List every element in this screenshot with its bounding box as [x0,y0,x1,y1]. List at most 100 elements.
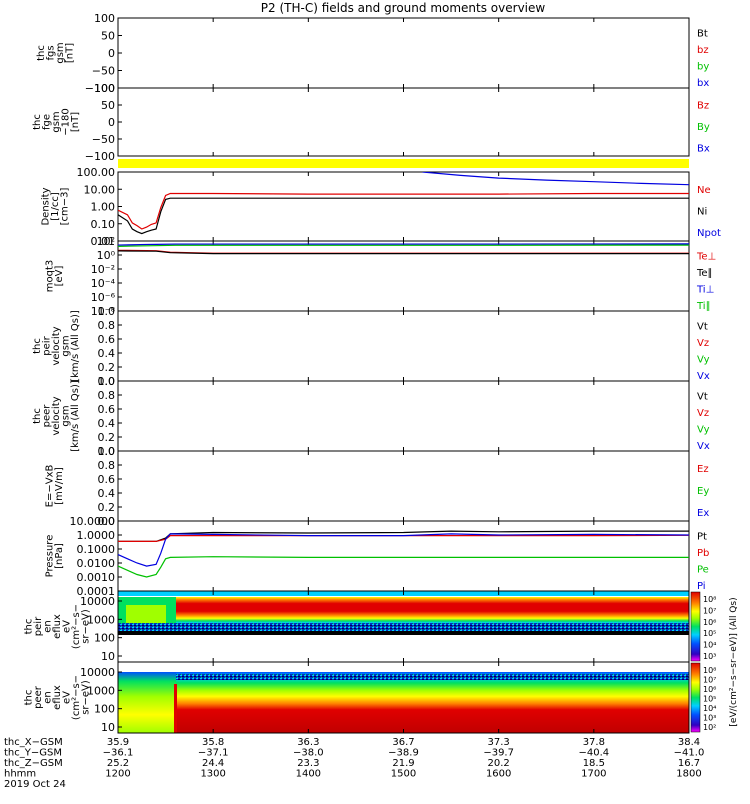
legend-Pb: Pb [697,548,709,559]
y-tick-label: −50 [92,65,115,78]
x-row-value: 23.3 [297,758,319,769]
x-row-value: 1700 [581,769,606,780]
series-Pe [118,556,689,578]
y-axis-title: peer [33,685,44,709]
legend-Bz: Bz [697,101,709,112]
legend-Ne: Ne [697,185,711,196]
y-axis-title: [km/s (All Qs)] [70,310,81,382]
y-axis-title: velocity [51,396,62,435]
x-row-value: −40.4 [579,748,610,759]
y-tick-label: 0.10 [91,218,116,231]
spectrogram-floor [118,631,689,635]
panel-peir_eflux: 10000 1000 100 10 thcpeirenefluxeV(cm²−s−sr−… [24,590,716,663]
y-tick-label: 0.8 [98,389,116,402]
y-tick-label: −100 [85,82,115,95]
x-row-value: 1400 [296,769,321,780]
y-tick-label: 10⁻⁶ [91,291,116,304]
y-tick-label: 0 [108,47,115,60]
peer_eflux-spectrogram [118,672,689,733]
y-axis-title: [km/s (All Qs)] [70,380,81,452]
x-row-value: −39.7 [483,748,514,759]
y-axis-title: fge [42,114,53,130]
y-tick-label: 0.2 [98,431,116,444]
colorbar-tick-label: 10² [703,723,716,732]
y-axis-title: fgs [46,45,57,60]
x-row-value: 35.9 [107,737,129,748]
y-axis-title: −180 [61,108,72,135]
y-axis-title: eflux [52,685,63,710]
panel-peer_eflux: 10000 1000 100 10 thcpeerenefluxeV(cm²−s−sr−… [24,661,716,734]
y-tick-label: 1.0 [98,375,116,388]
y-tick-label: 10⁻² [91,263,115,276]
series-Te⊥ [118,249,689,254]
y-axis-title: thc [36,45,47,61]
y-axis-title: peir [42,335,53,355]
peir_eflux-spectrogram [118,591,689,662]
panel-peir: 1.00.80.60.40.20.0thcpeirvelocitygsm[km/… [32,305,710,388]
legend-Pe: Pe [697,564,709,575]
y-tick-label: 0.0 [98,515,116,528]
y-tick-label: 0.0 [98,375,116,388]
colorbar-scale [690,662,701,733]
y-tick-label: 0.0 [98,445,116,458]
y-tick-label: 100 [94,632,115,645]
chart-title: P2 (TH-C) fields and ground moments over… [261,1,546,15]
y-axis-title: eflux [52,614,63,639]
legend-bz: bz [697,45,709,56]
y-axis-title: [nT] [65,43,76,63]
series-Ti⊥ [118,243,689,246]
y-tick-label: 1000 [87,613,115,626]
legend-Vx: Vx [697,441,710,452]
colorbar-tick-label: 10⁸ [703,595,716,604]
legend-Ti∥: Ti∥ [696,301,711,312]
legend-By: By [697,122,710,133]
y-tick-label: 0.4 [98,487,116,500]
y-tick-label: 1.00 [91,201,116,214]
y-tick-label: −50 [92,133,115,146]
y-tick-label: 1.0 [98,445,116,458]
legend-Vy: Vy [697,424,710,435]
x-row-value: −41.0 [674,748,705,759]
y-axis-title: (cm²−s− [71,675,82,720]
colorbar-scale [690,591,701,662]
y-tick-label: 10² [97,235,115,248]
y-tick-label: 10000 [80,666,115,679]
colorbar-tick-label: 10³ [703,652,716,661]
y-tick-label: 0.4 [98,347,116,360]
y-tick-label: 0.8 [98,459,116,472]
x-row-value: 24.4 [202,758,224,769]
x-row-value: −36.1 [103,748,134,759]
spectrogram-early-core [126,605,166,623]
y-axis-title: [nPa] [54,543,65,569]
x-row-value: 1800 [676,769,701,780]
y-tick-label: 10000 [80,595,115,608]
y-tick-label: 10⁻⁸ [91,305,116,318]
legend-Te∥: Te∥ [696,268,713,279]
colorbar-tick-label: 10⁵ [703,695,716,704]
x-row-value: 1300 [200,769,225,780]
legend-Vz: Vz [697,408,709,419]
y-axis-title: [1/cc] [50,192,61,221]
colorbar-tick-label: 10⁶ [703,685,716,694]
y-tick-label: 10 [101,721,115,734]
spectrogram-band [118,672,689,733]
spectrogram-noise [118,674,689,680]
y-axis-title: eV [62,691,73,704]
x-row-value: 35.8 [202,737,224,748]
series-Npot [422,172,689,186]
y-axis-title: sr−eV) [81,609,92,644]
panel-frame [117,240,690,312]
y-axis-title: gsm [55,42,66,63]
y-tick-label: 10 [101,650,115,663]
y-tick-label: 0.2 [98,501,116,514]
legend-Ey: Ey [697,486,709,497]
y-tick-label: 0.6 [98,473,116,486]
spectrogram-noise [118,623,689,631]
x-row-label: thc_Y−GSM [4,748,62,759]
legend-Ti⊥: Ti⊥ [696,284,714,295]
